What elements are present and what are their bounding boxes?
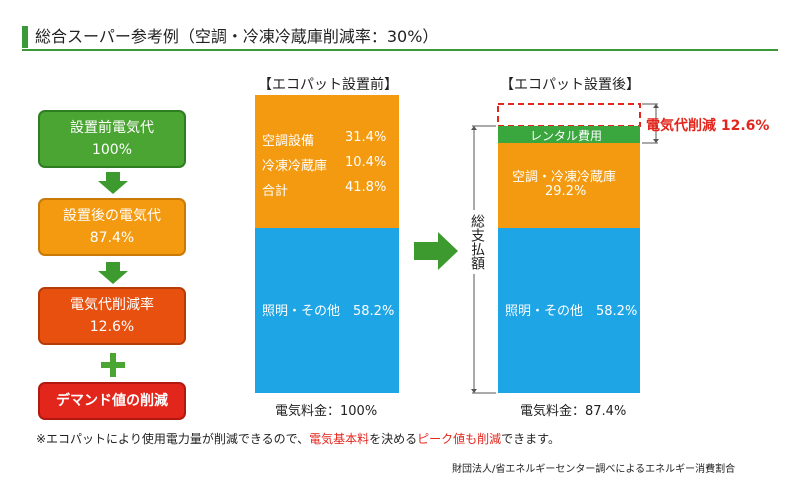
before-lighting-segment bbox=[255, 228, 399, 393]
before-row-name: 合計 bbox=[262, 184, 289, 199]
demand-reduction-box: デマンド値の削減 bbox=[38, 382, 186, 420]
before-row-name: 冷凍冷蔵庫 bbox=[262, 159, 328, 174]
down-arrow-icon bbox=[98, 172, 128, 194]
page-title: 総合スーパー参考例（空調・冷凍冷蔵庫削減率：30%） bbox=[35, 27, 439, 46]
rental-fee-label: レンタル費用 bbox=[530, 129, 603, 143]
before-cost-box: 設置前電気代 100% bbox=[38, 110, 186, 168]
footnote: ※エコパットにより使用電力量が削減できるので、電気基本料を決めるピーク値も削減で… bbox=[36, 430, 560, 447]
after-cooling-value: 29.2% bbox=[545, 184, 587, 199]
before-row-value: 31.4% bbox=[345, 130, 387, 145]
source-note: 財団法人/省エネルギーセンター調べによるエネルギー消費割合 bbox=[452, 464, 736, 475]
cost-reduction-label: 電気代削減 12.6% bbox=[646, 118, 770, 134]
after-cooling-label: 空調・冷凍冷蔵庫 bbox=[512, 170, 617, 185]
after-lighting-label: 照明・その他 58.2% bbox=[505, 304, 638, 319]
before-cost-value: 100% bbox=[91, 142, 133, 158]
reduction-rate-value: 12.6% bbox=[89, 319, 135, 335]
plus-icon bbox=[101, 353, 125, 377]
rental-fee-segment bbox=[498, 126, 640, 143]
before-cooling-segment bbox=[255, 95, 399, 228]
demand-reduction-label: デマンド値の削減 bbox=[56, 393, 168, 409]
after-lighting-segment bbox=[498, 228, 640, 393]
before-row-name: 空調設備 bbox=[262, 134, 315, 149]
footnote-highlight: 電気基本料 bbox=[309, 432, 370, 446]
footnote-text: できます。 bbox=[501, 432, 560, 446]
reduction-rate-box: 電気代削減率 12.6% bbox=[38, 287, 186, 345]
after-bar-caption: 電気料金：87.4% bbox=[520, 404, 627, 419]
after-bar-heading: 【エコパット設置後】 bbox=[500, 77, 640, 93]
after-cooling-segment bbox=[498, 143, 640, 228]
footnote-text: ※エコパットにより使用電力量が削減できるので、 bbox=[36, 432, 310, 446]
title-accent-bar bbox=[22, 26, 28, 48]
title-underline bbox=[22, 49, 778, 51]
right-arrow-icon bbox=[414, 232, 458, 270]
after-cost-box: 設置後の電気代 87.4% bbox=[38, 198, 186, 256]
down-arrow-icon bbox=[98, 262, 128, 284]
after-cost-value: 87.4% bbox=[89, 230, 135, 246]
before-row-value: 10.4% bbox=[345, 155, 387, 170]
footnote-highlight: ピーク値も削減 bbox=[417, 432, 502, 446]
before-bar-heading: 【エコパット設置前】 bbox=[258, 77, 398, 93]
reduction-rate-label: 電気代削減率 bbox=[70, 297, 154, 313]
footnote-text: を決める bbox=[369, 432, 418, 446]
before-lighting-label: 照明・その他 58.2% bbox=[262, 304, 395, 319]
total-payment-label: 総支払額 bbox=[462, 210, 486, 274]
before-cost-label: 設置前電気代 bbox=[70, 120, 154, 136]
before-row-value: 41.8% bbox=[345, 180, 387, 195]
after-cost-label: 設置後の電気代 bbox=[63, 208, 161, 224]
before-bar-caption: 電気料金：100% bbox=[275, 404, 378, 419]
